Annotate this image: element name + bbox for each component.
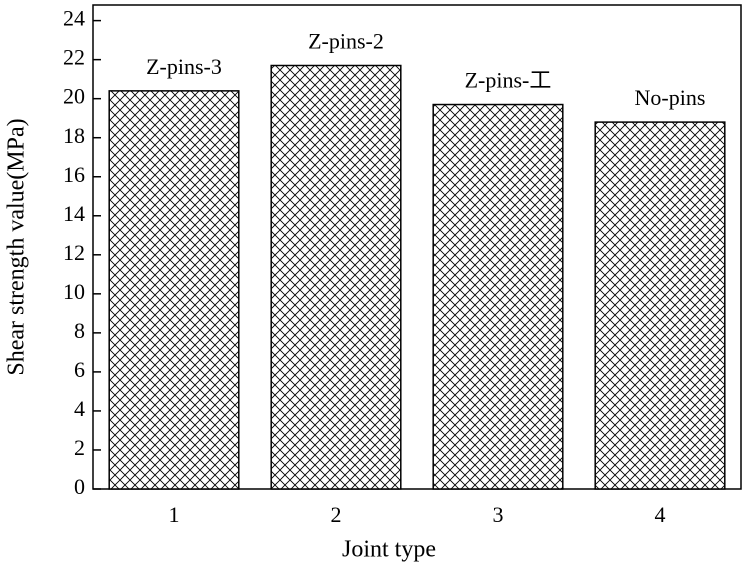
x-tick-label: 2 — [331, 502, 342, 527]
x-tick-label: 1 — [169, 502, 180, 527]
bar — [108, 90, 240, 490]
y-tick-label: 16 — [63, 162, 85, 187]
y-tick-label: 12 — [63, 240, 85, 265]
bar-label: Z-pins-3 — [146, 54, 222, 79]
bar — [594, 121, 726, 490]
bar — [432, 103, 564, 490]
y-tick-label: 20 — [63, 84, 85, 109]
y-tick-label: 2 — [74, 435, 85, 460]
bar-label: Z-pins-工 — [465, 68, 552, 93]
x-tick-label: 4 — [655, 502, 666, 527]
y-axis-title: Shear strength value(MPa) — [4, 118, 30, 375]
y-tick-label: 18 — [63, 123, 85, 148]
y-tick-label: 14 — [63, 201, 85, 226]
y-tick-label: 8 — [74, 318, 85, 343]
bar-label: Z-pins-2 — [308, 29, 384, 54]
y-tick-label: 24 — [63, 6, 85, 31]
bar-label: No-pins — [635, 85, 706, 110]
bar — [270, 64, 402, 490]
x-tick-label: 3 — [493, 502, 504, 527]
plot-frame — [92, 4, 742, 490]
y-tick-label: 0 — [74, 474, 85, 499]
y-tick-label: 10 — [63, 279, 85, 304]
x-axis-title: Joint type — [342, 537, 436, 563]
y-tick-label: 4 — [74, 396, 85, 421]
y-tick-label: 6 — [74, 357, 85, 382]
y-tick-label: 22 — [63, 45, 85, 70]
